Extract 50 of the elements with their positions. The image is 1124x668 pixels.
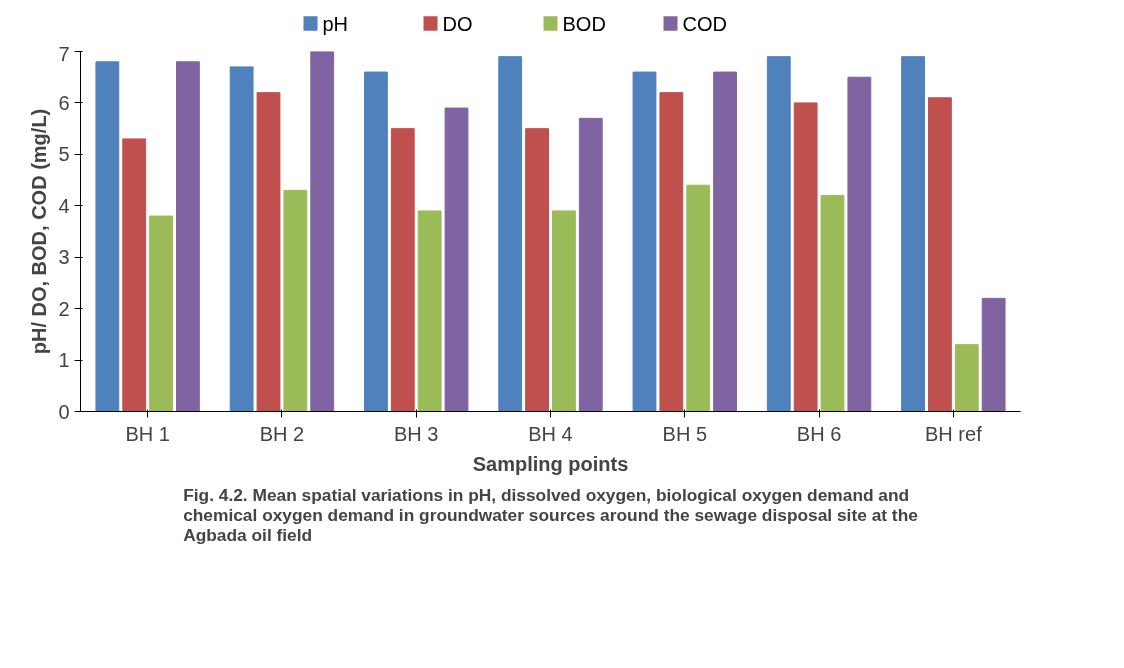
bar [176, 61, 200, 412]
legend-label: pH [322, 12, 349, 35]
bar [364, 71, 388, 412]
bar [95, 61, 120, 412]
bar [525, 128, 549, 412]
bar [847, 76, 872, 412]
bar [122, 138, 147, 412]
y-tick-label: 0 [58, 400, 70, 423]
y-tick-label: 2 [58, 297, 70, 320]
y-tick-label: 3 [58, 246, 70, 269]
bar [901, 56, 925, 412]
bar [417, 210, 442, 412]
bar [256, 92, 281, 412]
x-tick-label: BH 1 [125, 422, 170, 445]
y-axis-title: pH/ DO, BOD, COD (mg/L) [28, 108, 51, 355]
y-tick-label: 1 [58, 349, 70, 372]
bar [390, 128, 415, 412]
bar [444, 107, 469, 412]
y-tick-label: 7 [58, 42, 70, 65]
bar [498, 56, 523, 412]
x-tick-label: BH 5 [662, 422, 708, 445]
x-tick-label: BH 4 [528, 422, 573, 445]
bar [713, 71, 737, 412]
bar [793, 102, 818, 412]
bar [283, 189, 308, 412]
bar [766, 56, 791, 412]
x-tick-label: BH ref [925, 422, 983, 445]
bar [659, 92, 684, 412]
x-axis-title: Sampling points [472, 452, 629, 475]
bar [632, 71, 657, 412]
bar [310, 51, 335, 412]
y-tick-label: 4 [58, 194, 70, 217]
x-tick-label: BH 6 [796, 422, 842, 445]
legend-label: BOD [562, 12, 606, 35]
bar [954, 344, 979, 412]
x-tick-label: BH 3 [393, 422, 439, 445]
bar [981, 297, 1006, 412]
y-tick-label: 5 [58, 143, 70, 166]
caption: Fig. 4.2. Mean spatial variations in pH, dissolved oxygen, biological oxygen demand and chemical oxygen demand in groundwater sources around the sewage disposal site at the Agbada oil field [183, 484, 919, 545]
bar [928, 97, 952, 412]
bar [552, 210, 576, 412]
legend-label: COD [682, 12, 727, 35]
bar [229, 66, 254, 412]
x-tick-label: BH 2 [259, 422, 305, 445]
bar [686, 184, 711, 412]
bar [820, 195, 845, 412]
legend-label: DO [442, 12, 473, 35]
bar [578, 117, 603, 412]
y-tick-label: 6 [58, 91, 70, 114]
bar [149, 215, 173, 412]
